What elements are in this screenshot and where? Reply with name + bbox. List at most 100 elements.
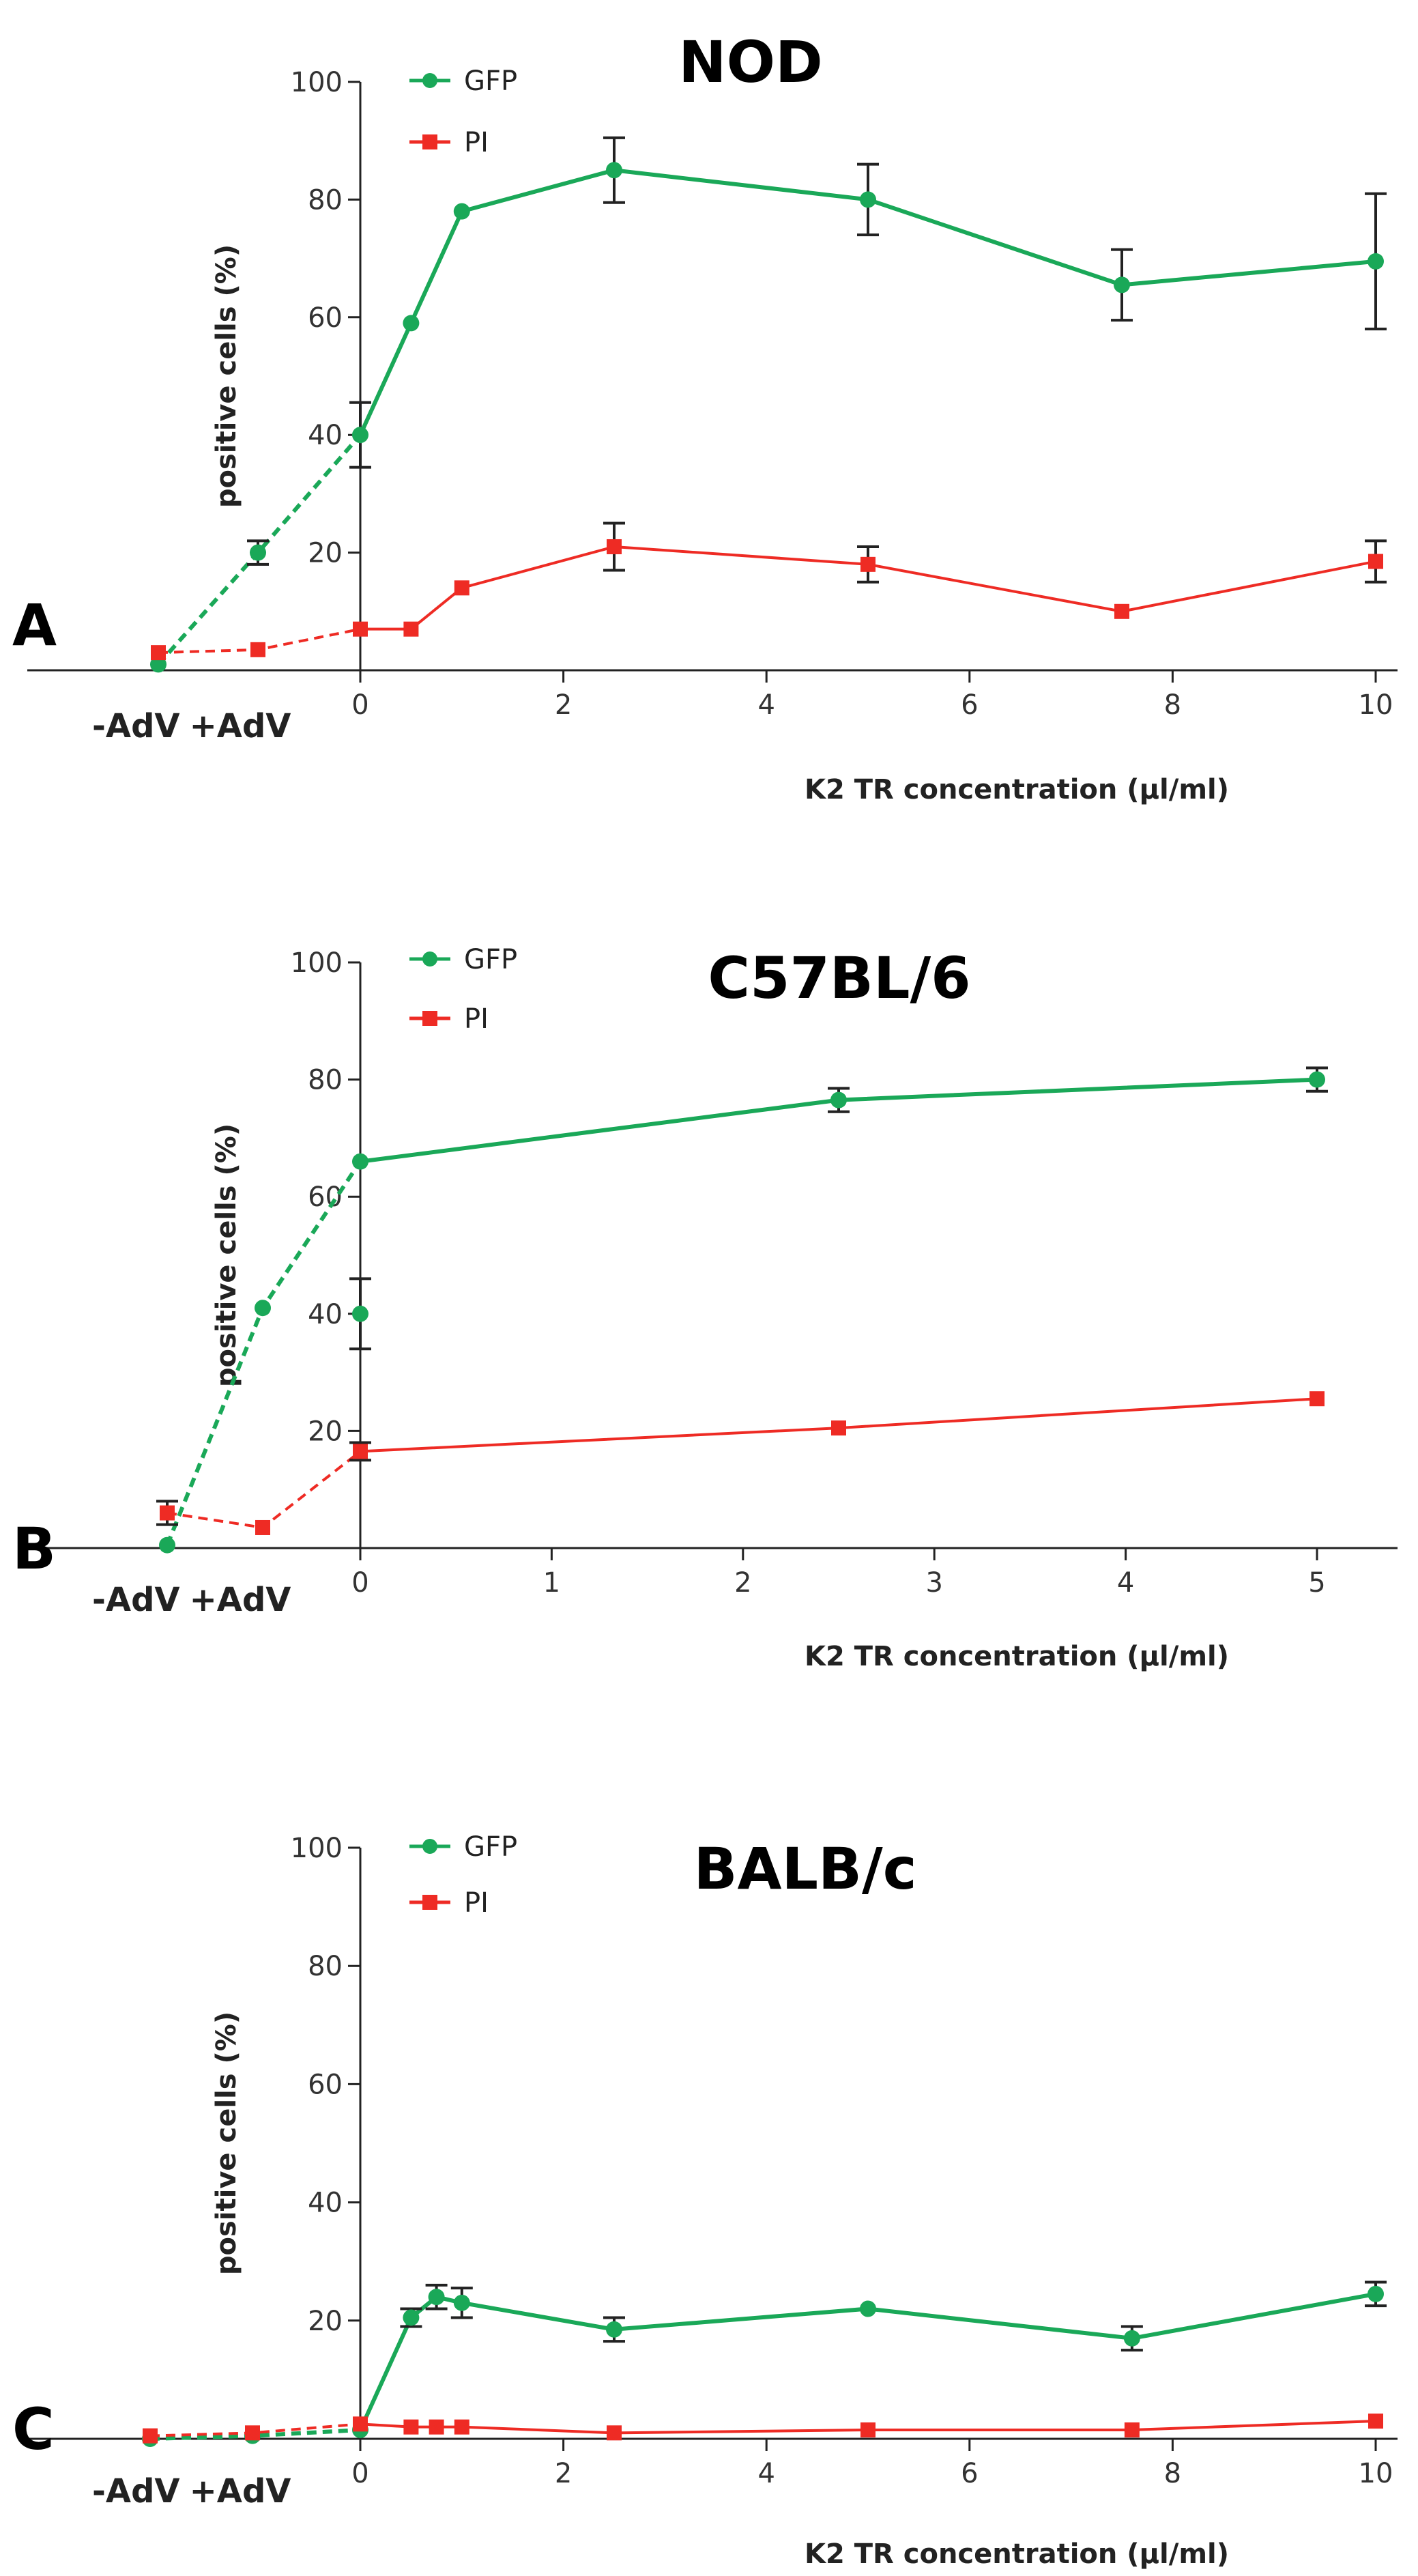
legend-label: PI <box>464 1003 489 1035</box>
data-point <box>255 1300 271 1317</box>
x-tick-label: 4 <box>757 689 775 721</box>
control-label: +AdV <box>190 707 291 745</box>
chart-panel-a: 20 40 60 80 100 0 2 4 6 8 10 positive cells (%) K2 T… <box>12 29 1398 805</box>
data-point <box>1124 2422 1140 2438</box>
data-point <box>1309 1071 1325 1088</box>
data-point <box>403 2419 419 2435</box>
y-tick-label: 40 <box>308 1299 343 1330</box>
data-point <box>245 2425 260 2441</box>
data-point <box>607 539 622 554</box>
legend-marker <box>422 951 437 967</box>
x-tick-label: 6 <box>961 689 978 721</box>
legend-label: PI <box>464 127 489 158</box>
y-tick-label: 80 <box>308 1065 343 1096</box>
data-point <box>830 1091 847 1108</box>
y-tick-label: 80 <box>308 1951 343 1982</box>
data-point <box>606 162 622 179</box>
chart-panel-c: 20 40 60 80 100 0 2 4 6 8 10 positive cells (%) K2 T… <box>12 1831 1398 2570</box>
y-axis-label: positive cells (%) <box>211 1124 242 1387</box>
data-point <box>1114 276 1130 294</box>
data-point <box>1368 2285 1384 2302</box>
x-tick-label: 10 <box>1359 689 1393 721</box>
legend-marker <box>422 1011 437 1026</box>
data-point <box>150 656 167 673</box>
data-point <box>454 580 469 596</box>
y-tick-label: 60 <box>308 1182 343 1213</box>
panel-letter: B <box>12 1515 56 1582</box>
data-point <box>143 2428 158 2444</box>
data-point <box>1368 253 1384 270</box>
data-point <box>453 203 470 220</box>
x-tick-label: 10 <box>1359 2458 1393 2489</box>
data-point <box>1114 603 1129 619</box>
panel-letter: C <box>12 2396 55 2463</box>
y-tick-label: 100 <box>291 67 343 98</box>
x-tick-label: 3 <box>925 1567 942 1599</box>
legend-marker <box>422 1895 437 1910</box>
y-tick-label: 100 <box>291 1833 343 1864</box>
data-point <box>606 2321 622 2338</box>
x-tick-label: 8 <box>1164 2458 1181 2489</box>
y-tick-label: 40 <box>308 2188 343 2219</box>
x-tick-label: 5 <box>1308 1567 1325 1599</box>
control-label: +AdV <box>190 1581 291 1619</box>
data-point <box>403 315 420 332</box>
y-axis-label: positive cells (%) <box>211 2012 242 2275</box>
y-tick-label: 100 <box>291 947 343 979</box>
data-point <box>607 2425 622 2441</box>
control-labels: -AdV +AdV <box>92 707 291 745</box>
legend-label: GFP <box>464 944 517 975</box>
legend-label: GFP <box>464 1831 517 1863</box>
x-tick-label: 2 <box>734 1567 751 1599</box>
data-point <box>453 2294 470 2311</box>
x-tick-label: 0 <box>351 2458 368 2489</box>
legend-marker <box>422 1839 437 1854</box>
y-tick-label: 20 <box>308 538 343 569</box>
control-label: -AdV <box>92 2472 180 2510</box>
data-point <box>353 621 368 637</box>
data-point <box>159 1536 175 1554</box>
x-tick-label: 0 <box>351 1567 368 1599</box>
x-axis-label: K2 TR concentration (µl/ml) <box>805 2538 1229 2570</box>
data-point <box>860 2300 876 2317</box>
chart-title: NOD <box>678 29 822 96</box>
series-gfp <box>150 136 1387 673</box>
x-tick-label: 2 <box>555 689 572 721</box>
chart-title: C57BL/6 <box>708 945 970 1012</box>
x-tick-label: 4 <box>1117 1567 1134 1599</box>
data-point <box>352 1153 368 1170</box>
x-axis-label: K2 TR concentration (µl/ml) <box>805 774 1229 805</box>
x-axis-label: K2 TR concentration (µl/ml) <box>805 1641 1229 1672</box>
y-tick-label: 80 <box>308 184 343 216</box>
data-point <box>428 2289 445 2306</box>
control-labels: -AdV +AdV <box>92 1581 291 1619</box>
x-tick-label: 8 <box>1164 689 1181 721</box>
series-pi <box>143 2414 1383 2444</box>
data-point <box>831 1420 846 1436</box>
data-point <box>151 645 166 661</box>
data-point <box>353 1444 368 1459</box>
data-point <box>1310 1391 1325 1407</box>
control-labels: -AdV +AdV <box>92 2472 291 2510</box>
series-pi <box>151 521 1387 661</box>
dashed-control-line <box>167 1450 362 1530</box>
data-point <box>860 191 876 208</box>
data-point <box>403 621 419 637</box>
panel-letter: A <box>12 592 57 659</box>
y-tick-label: 20 <box>308 1416 343 1447</box>
data-point <box>1368 2414 1383 2429</box>
y-tick-label: 60 <box>308 2069 343 2100</box>
legend-label: GFP <box>464 66 517 97</box>
control-label: +AdV <box>190 2472 291 2510</box>
series-gfp <box>159 1066 1328 1554</box>
chart-title: BALB/c <box>693 1835 916 1902</box>
series-pi <box>156 1391 1325 1535</box>
y-axis-label: positive cells (%) <box>211 244 242 508</box>
legend-marker <box>422 73 437 88</box>
x-tick-label: 4 <box>757 2458 775 2489</box>
chart-panel-b: 20 40 60 80 100 0 1 2 3 4 5 positive cells (%) K2 TR… <box>12 944 1398 1672</box>
data-point <box>353 2416 368 2432</box>
y-tick-label: 40 <box>308 420 343 451</box>
data-point <box>352 427 368 444</box>
